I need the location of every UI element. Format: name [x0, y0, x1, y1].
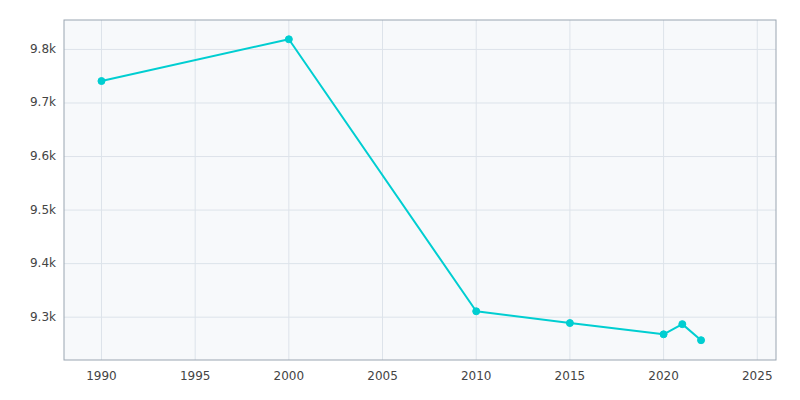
chart-container: 9.3k 9.4k 9.5k 9.6k 9.7k 9.8k 1990 1995 2000 2005… — [0, 0, 800, 400]
grid-line-x — [195, 20, 196, 360]
y-tick-label: 9.8k — [30, 42, 56, 56]
y-tick-label: 9.7k — [30, 95, 56, 109]
x-tick-label: 2015 — [555, 369, 586, 383]
point — [566, 320, 573, 327]
grid-line-x — [101, 20, 102, 360]
grid-line-y — [64, 263, 776, 264]
x-tick-label: 2020 — [648, 369, 679, 383]
y-tick-label: 9.3k — [30, 310, 56, 324]
x-tick-label: 1995 — [180, 369, 211, 383]
point — [698, 337, 705, 344]
grid-line-x — [569, 20, 570, 360]
axis-labels: 9.3k 9.4k 9.5k 9.6k 9.7k 9.8k 1990 1995 2000 2005… — [30, 42, 773, 383]
point — [473, 308, 480, 315]
y-tick-label: 9.5k — [30, 203, 56, 217]
x-tick-label: 2000 — [274, 369, 305, 383]
point — [660, 331, 667, 338]
x-tick-label: 2010 — [461, 369, 492, 383]
grid-line-y — [64, 49, 776, 50]
plot-background — [64, 20, 776, 360]
grid-line-y — [64, 210, 776, 211]
grid-line-y — [64, 156, 776, 157]
chart-svg: 9.3k 9.4k 9.5k 9.6k 9.7k 9.8k 1990 1995 2000 2005… — [0, 0, 800, 400]
grid-line-x — [757, 20, 758, 360]
x-tick-label: 2025 — [742, 369, 773, 383]
grid-line-y — [64, 102, 776, 103]
line — [101, 39, 701, 340]
grid-line-x — [663, 20, 664, 360]
page: {"chart_data": {"type": "line", "x": [19… — [0, 0, 800, 400]
point — [679, 321, 686, 328]
x-tick-label: 2005 — [367, 369, 398, 383]
data-layer — [98, 36, 705, 344]
grid-line-y — [64, 317, 776, 318]
grid — [64, 20, 776, 360]
x-tick-label: 1990 — [86, 369, 117, 383]
plot-frame — [64, 20, 776, 360]
y-tick-label: 9.6k — [30, 149, 56, 163]
point — [98, 78, 105, 85]
grid-line-x — [382, 20, 383, 360]
y-tick-label: 9.4k — [30, 256, 56, 270]
point — [285, 36, 292, 43]
grid-line-x — [288, 20, 289, 360]
